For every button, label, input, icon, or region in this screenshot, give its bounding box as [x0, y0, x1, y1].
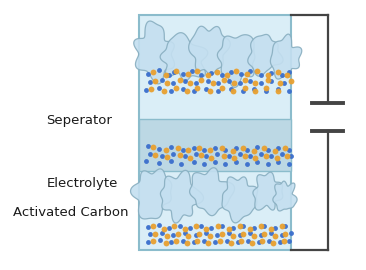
- Text: Seperator: Seperator: [46, 114, 112, 127]
- Polygon shape: [188, 26, 230, 75]
- Text: Activated Carbon: Activated Carbon: [13, 206, 128, 219]
- Polygon shape: [253, 172, 283, 210]
- Bar: [139, 119, 291, 171]
- Polygon shape: [160, 33, 208, 81]
- Polygon shape: [190, 168, 235, 216]
- Polygon shape: [222, 177, 258, 223]
- Polygon shape: [217, 35, 255, 87]
- Text: Electrolyte: Electrolyte: [47, 177, 119, 190]
- Polygon shape: [160, 170, 203, 223]
- Polygon shape: [270, 34, 302, 79]
- Polygon shape: [134, 21, 175, 84]
- Polygon shape: [248, 35, 283, 76]
- Polygon shape: [273, 181, 297, 211]
- Bar: [139, 15, 291, 250]
- Polygon shape: [131, 169, 172, 219]
